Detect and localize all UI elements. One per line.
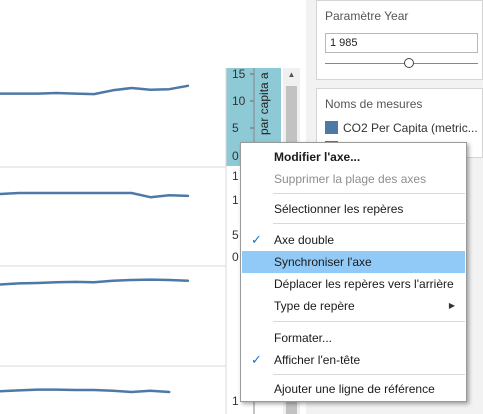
menu-item-label: Sélectionner les repères <box>274 202 404 216</box>
menu-item-label: Ajouter une ligne de référence <box>274 382 435 396</box>
menu-item-label: Modifier l'axe... <box>274 150 361 164</box>
check-icon: ✓ <box>251 352 262 367</box>
check-icon: ✓ <box>251 232 262 247</box>
year-slider-thumb[interactable] <box>404 58 415 68</box>
menu-separator <box>273 193 465 194</box>
series-line-pane-4[interactable] <box>0 388 171 394</box>
menu-item-add-reference-line[interactable]: Ajouter une ligne de référence <box>242 378 465 400</box>
tick-label: 0 <box>232 149 239 163</box>
menu-item-label: Afficher l'en-tête <box>274 353 361 367</box>
year-parameter-card: Paramètre Year <box>316 0 483 80</box>
series-line-pane-3[interactable] <box>0 278 190 286</box>
tick-label: 15 <box>232 67 246 81</box>
menu-item-label: Type de repère <box>274 299 355 313</box>
context-menu: Modifier l'axe... Supprimer la plage des… <box>240 142 467 402</box>
menu-item-label: Formater... <box>274 331 333 345</box>
menu-item-show-header[interactable]: ✓ Afficher l'en-tête <box>242 349 465 371</box>
legend-item-co2[interactable]: CO2 Per Capita (metric... <box>343 121 478 135</box>
menu-item-label: Supprimer la plage des axes <box>274 172 427 186</box>
menu-separator <box>273 374 465 375</box>
series-line-pane-2[interactable] <box>0 191 190 199</box>
scroll-up-arrow-icon[interactable]: ▲ <box>287 70 296 79</box>
tick-label: 1 <box>232 169 239 183</box>
year-input[interactable] <box>325 33 478 53</box>
submenu-arrow-icon: ▶ <box>448 301 455 310</box>
year-slider-track[interactable] <box>325 63 478 64</box>
tick-label: 0 <box>232 250 239 264</box>
menu-separator <box>273 223 465 224</box>
series-line-pane-1[interactable] <box>0 84 190 96</box>
menu-item-synchronize-axis[interactable]: Synchroniser l'axe <box>242 251 465 273</box>
tick-label: 1 <box>232 394 239 408</box>
menu-separator <box>273 321 465 322</box>
tick-label: 5 <box>232 228 239 242</box>
tick-label: 1 <box>232 193 239 207</box>
menu-item-label: Synchroniser l'axe <box>274 255 372 269</box>
legend-title: Noms de mesures <box>325 97 423 111</box>
menu-item-clear-axis-range: Supprimer la plage des axes <box>242 168 465 190</box>
menu-item-label: Déplacer les repères vers l'arrière <box>274 277 454 291</box>
menu-item-dual-axis[interactable]: ✓ Axe double <box>242 229 465 251</box>
legend-swatch-co2[interactable] <box>325 121 338 134</box>
menu-item-move-marks-back[interactable]: Déplacer les repères vers l'arrière <box>242 273 465 295</box>
menu-item-format[interactable]: Formater... <box>242 327 465 349</box>
tick-label: 5 <box>232 121 239 135</box>
menu-item-mark-type[interactable]: Type de repère ▶ <box>242 295 465 317</box>
axis-title[interactable]: par capita a <box>257 72 271 135</box>
tick-label: 10 <box>232 94 246 108</box>
parameter-title: Paramètre Year <box>325 9 409 23</box>
menu-item-edit-axis[interactable]: Modifier l'axe... <box>242 146 465 168</box>
menu-item-label: Axe double <box>274 233 335 247</box>
menu-item-select-marks[interactable]: Sélectionner les repères <box>242 198 465 220</box>
